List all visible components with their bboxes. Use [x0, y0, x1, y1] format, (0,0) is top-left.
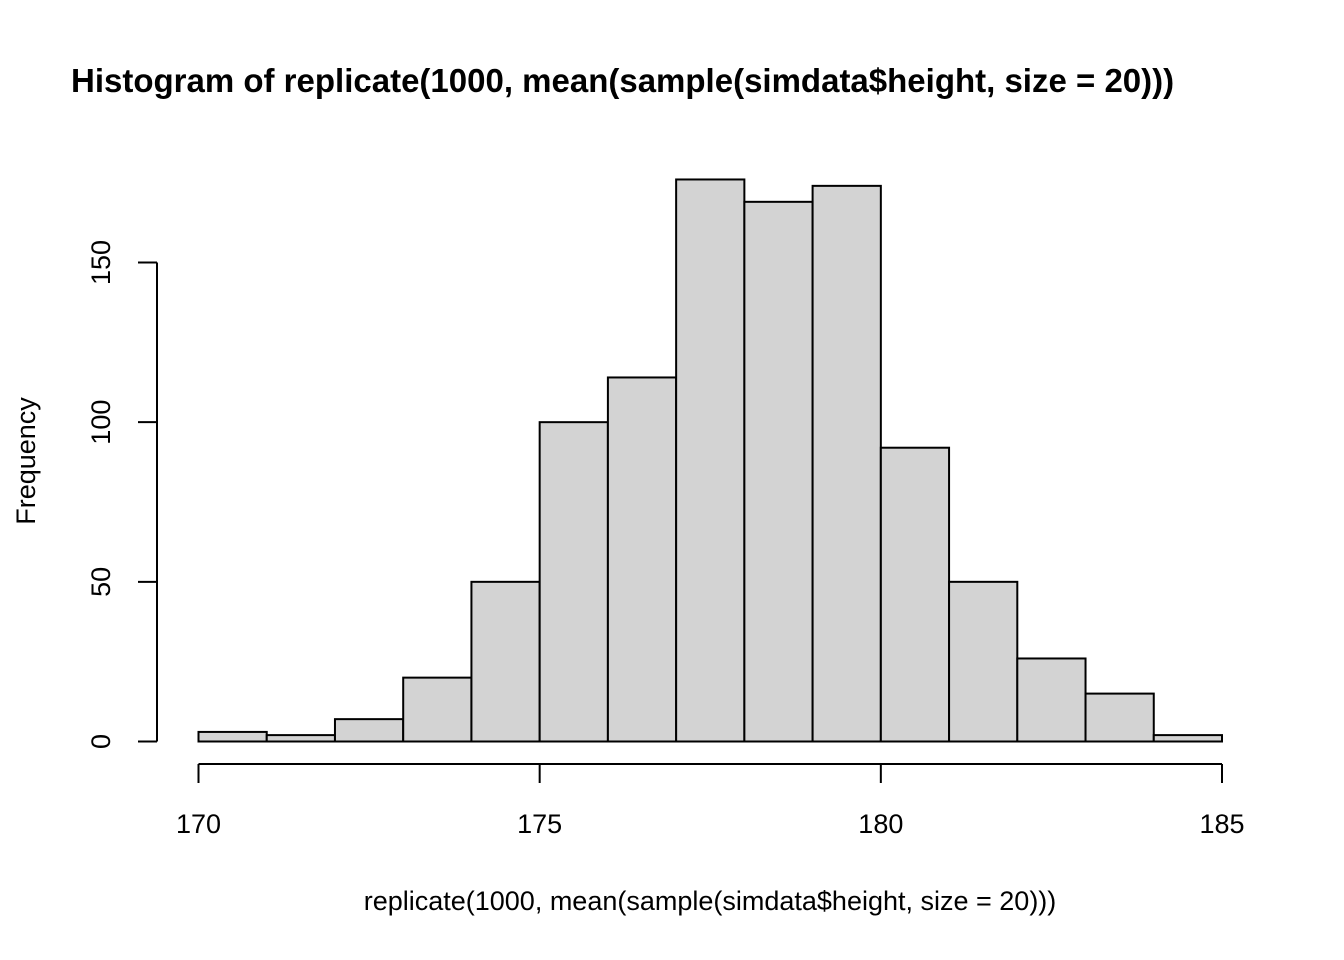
x-tick-label: 170	[176, 809, 221, 839]
x-axis: 170 175 180 185	[176, 763, 1245, 839]
histogram-bar	[675, 178, 746, 743]
histogram-bar	[879, 446, 951, 743]
histogram-bar	[470, 580, 541, 743]
histogram-bar	[197, 730, 268, 743]
y-tick-label: 100	[86, 400, 116, 445]
histogram-bar	[811, 184, 882, 743]
histogram-bar	[402, 676, 473, 743]
chart-title: Histogram of replicate(1000, mean(sample…	[71, 62, 1174, 99]
bars-group	[197, 178, 1224, 743]
histogram-bar	[333, 718, 405, 743]
x-tick-label: 180	[858, 809, 903, 839]
histogram-bar	[1084, 692, 1155, 743]
x-tick-label: 185	[1199, 809, 1244, 839]
y-tick-label: 0	[86, 734, 116, 749]
histogram-bar	[265, 734, 336, 743]
histogram-bar	[1016, 657, 1087, 743]
x-tick-label: 175	[517, 809, 562, 839]
y-tick-label: 50	[86, 567, 116, 597]
y-tick-label: 150	[86, 240, 116, 285]
histogram-bar	[743, 200, 814, 743]
y-axis: 0 50 100 150	[86, 240, 158, 749]
histogram-bar	[606, 376, 678, 743]
histogram-bar	[538, 421, 609, 743]
x-axis-label: replicate(1000, mean(sample(simdata$heig…	[364, 886, 1057, 916]
histogram-bar	[1152, 734, 1224, 743]
y-axis-label: Frequency	[11, 397, 41, 525]
histogram-bar	[948, 580, 1019, 743]
